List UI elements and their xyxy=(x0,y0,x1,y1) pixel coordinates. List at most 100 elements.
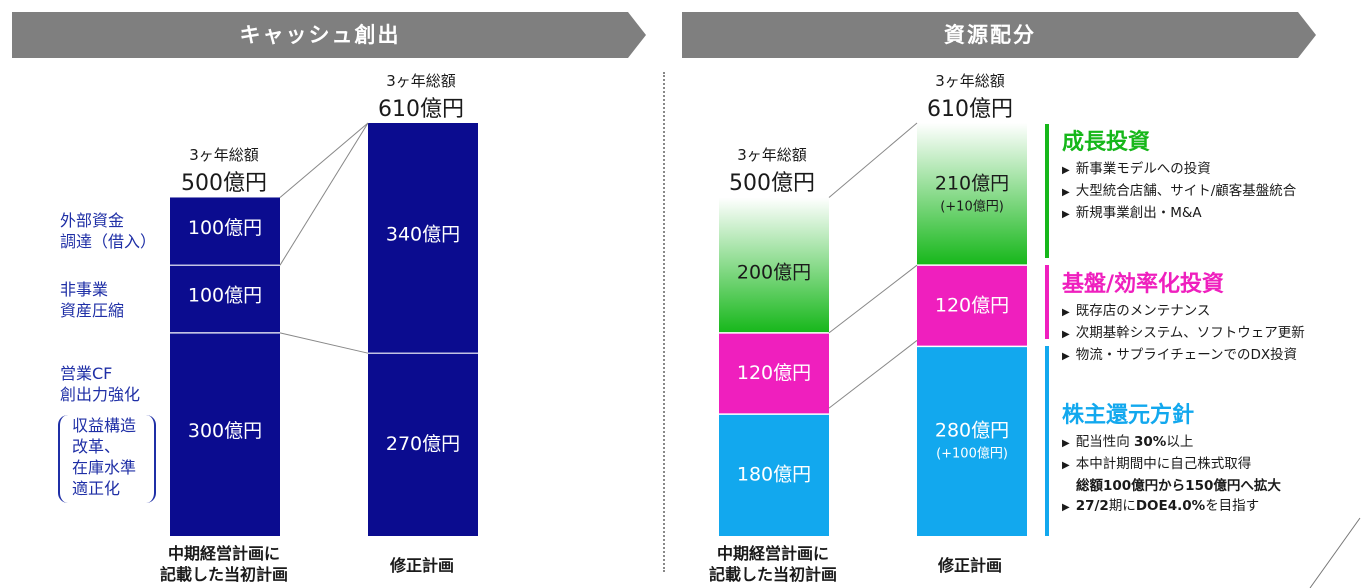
list-item: ▶ 配当性向 30%以上 xyxy=(1062,432,1281,454)
list-item: ▶ 新事業モデルへの投資 xyxy=(1062,159,1296,181)
bar-revised-seg-0 xyxy=(917,346,1027,536)
bar-label: 120億円 xyxy=(737,362,811,384)
list-item-text: 新規事業創出・M&A xyxy=(1075,205,1202,221)
label-line: 収益構造 xyxy=(72,416,137,435)
bar-label: 210億円 xyxy=(935,173,1009,195)
bar-initial-seg-1 xyxy=(719,332,829,415)
label-external-funding: 外部資金 調達（借入） xyxy=(60,210,156,252)
total-initial: 500億円 xyxy=(729,171,815,196)
bar-label: 180億円 xyxy=(737,464,811,486)
total-sub-revised: 3ヶ年総額 xyxy=(935,72,1005,90)
triangle-bullet-icon: ▶ xyxy=(1062,187,1070,198)
bar-label: 100億円 xyxy=(188,217,262,239)
bar-initial-seg-0 xyxy=(719,414,829,536)
bar-revised-seg-0 xyxy=(368,353,478,536)
total-initial: 500億円 xyxy=(181,171,267,196)
list-item-text: 以上 xyxy=(1166,434,1194,450)
banner-title: キャッシュ創出 xyxy=(239,23,401,47)
label-nonbusiness-assets: 非事業 資産圧縮 xyxy=(60,279,124,321)
triangle-bullet-icon: ▶ xyxy=(1062,209,1070,220)
growth-accent-bar xyxy=(1045,124,1049,258)
triangle-bullet-icon: ▶ xyxy=(1062,502,1070,513)
list-item-text: 配当性向 xyxy=(1075,434,1134,450)
label-line: 資産圧縮 xyxy=(60,301,125,320)
label-operating-cf: 営業CF 創出力強化 xyxy=(60,363,140,405)
connector-line xyxy=(279,332,369,354)
bar-change-label: (+100億円) xyxy=(936,446,1008,462)
list-item-text: 本中計期間中に自己株式取得 xyxy=(1075,456,1252,472)
list-item-continuation: 総額100億円から150億円へ拡大 xyxy=(1062,476,1281,496)
label-line: 適正化 xyxy=(72,479,121,498)
list-item-bold: 27/2 xyxy=(1075,498,1109,514)
list-item-text: 新事業モデルへの投資 xyxy=(1075,161,1211,177)
category-revised-plan: 修正計画 xyxy=(389,556,454,575)
growth-items: ▶ 新事業モデルへの投資 ▶ 大型統合店舗、サイト/顧客基盤統合 ▶ 新規事業創出・M… xyxy=(1062,159,1296,225)
total-revised: 610億円 xyxy=(378,97,464,122)
label-line: 調達（借入） xyxy=(60,232,157,251)
bar-revised-seg-2 xyxy=(917,123,1027,266)
category-line: 記載した当初計画 xyxy=(708,565,837,584)
growth-heading: 成長投資 xyxy=(1062,130,1151,155)
bar-label: 120億円 xyxy=(935,294,1009,316)
list-item-text: 物流・サプライチェーンでのDX投資 xyxy=(1075,347,1298,363)
bracket-note: 収益構造 改革、 在庫水準 適正化 xyxy=(58,415,156,503)
bar-label: 280億円 xyxy=(935,420,1009,442)
shareholder-items: ▶ 配当性向 30%以上 ▶ 本中計期間中に自己株式取得 総額100億円から150億… xyxy=(1062,432,1281,518)
list-item: ▶ 既存店のメンテナンス xyxy=(1062,301,1305,323)
list-item: ▶ 本中計期間中に自己株式取得 xyxy=(1062,454,1281,476)
bar-revised-seg-1 xyxy=(917,265,1027,347)
list-item-text: を目指す xyxy=(1205,498,1260,514)
list-item: ▶ 物流・サプライチェーンでのDX投資 xyxy=(1062,345,1305,367)
total-sub-revised: 3ヶ年総額 xyxy=(386,72,456,90)
bar-label: 270億円 xyxy=(386,433,460,455)
total-sub-initial: 3ヶ年総額 xyxy=(737,146,807,164)
banner-title: 資源配分 xyxy=(944,23,1036,47)
list-item: ▶ 新規事業創出・M&A xyxy=(1062,203,1296,225)
list-item-bold: 30% xyxy=(1134,434,1167,450)
bar-change-label: (+10億円) xyxy=(940,199,1004,215)
triangle-bullet-icon: ▶ xyxy=(1062,351,1070,362)
base-heading: 基盤/効率化投資 xyxy=(1062,272,1225,297)
category-initial-plan: 中期経営計画に 記載した当初計画 xyxy=(683,543,863,585)
base-items: ▶ 既存店のメンテナンス ▶ 次期基幹システム、ソフトウェア更新 ▶ 物流・サプライチ… xyxy=(1062,301,1305,367)
triangle-bullet-icon: ▶ xyxy=(1062,329,1070,340)
list-item: ▶ 27/2期にDOE4.0%を目指す xyxy=(1062,496,1281,518)
triangle-bullet-icon: ▶ xyxy=(1062,438,1070,449)
connector-line xyxy=(279,122,369,266)
list-item-text: 期に xyxy=(1108,498,1136,514)
triangle-bullet-icon: ▶ xyxy=(1062,460,1070,471)
label-line: 営業CF xyxy=(60,364,113,383)
category-line: 中期経営計画に xyxy=(716,544,829,563)
bar-label: 200億円 xyxy=(737,262,811,284)
bar-initial-seg-2 xyxy=(170,197,280,266)
bar-initial-seg-2 xyxy=(719,197,829,333)
connector-line xyxy=(279,122,369,198)
bar-label: 300億円 xyxy=(188,420,262,442)
category-initial-plan: 中期経営計画に 記載した当初計画 xyxy=(134,543,314,585)
banner-arrow-shape xyxy=(12,12,646,58)
connector-line xyxy=(828,340,918,409)
triangle-bullet-icon: ▶ xyxy=(1062,165,1070,176)
list-item-bold: DOE4.0% xyxy=(1135,498,1206,514)
base-accent-bar xyxy=(1045,265,1049,339)
category-line: 中期経営計画に xyxy=(167,544,280,563)
list-item: ▶ 大型統合店舗、サイト/顧客基盤統合 xyxy=(1062,181,1296,203)
label-line: 在庫水準 xyxy=(72,458,137,477)
list-item: ▶ 次期基幹システム、ソフトウェア更新 xyxy=(1062,323,1305,345)
triangle-bullet-icon: ▶ xyxy=(1062,307,1070,318)
panel-divider xyxy=(663,72,665,572)
connector-line xyxy=(828,122,918,198)
corner-decoration xyxy=(1309,517,1361,588)
list-item-text: 大型統合店舗、サイト/顧客基盤統合 xyxy=(1075,183,1297,199)
label-line: 創出力強化 xyxy=(60,385,141,404)
category-line: 記載した当初計画 xyxy=(159,565,288,584)
connector-line xyxy=(828,264,918,334)
bar-label: 100億円 xyxy=(188,285,262,307)
list-item-text: 既存店のメンテナンス xyxy=(1075,303,1211,319)
banner-resource-allocation: 資源配分 xyxy=(682,12,1316,58)
banner-arrow-shape xyxy=(682,12,1316,58)
banner-cash-creation: キャッシュ創出 xyxy=(12,12,646,58)
bar-label: 340億円 xyxy=(386,224,460,246)
shareholder-heading: 株主還元方針 xyxy=(1062,403,1195,428)
